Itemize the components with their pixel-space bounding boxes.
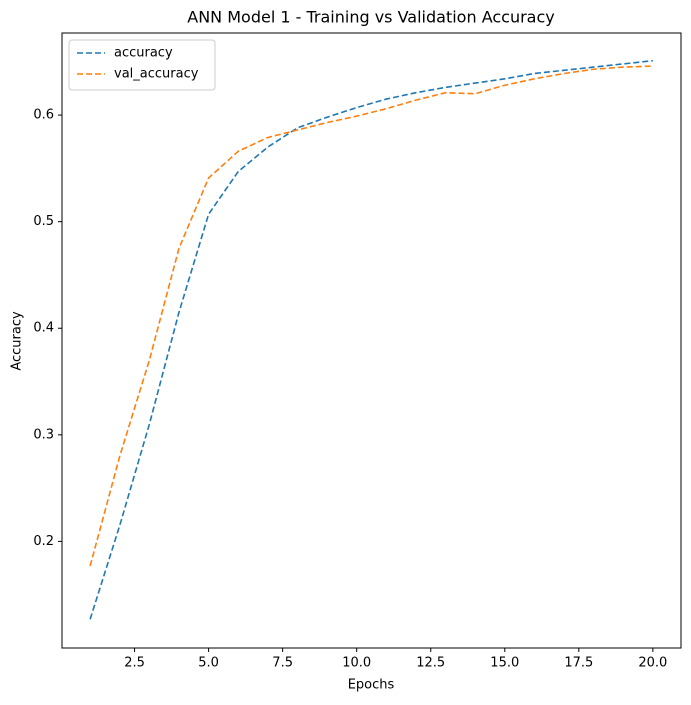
x-tick-label: 17.5 xyxy=(564,656,593,671)
y-tick-label: 0.2 xyxy=(33,534,54,549)
legend-label: accuracy xyxy=(114,46,173,61)
y-tick-label: 0.5 xyxy=(33,214,54,229)
x-tick-label: 7.5 xyxy=(272,656,293,671)
x-tick-label: 15.0 xyxy=(490,656,519,671)
y-axis-label: Accuracy xyxy=(10,311,25,371)
data-line xyxy=(89,65,653,567)
x-tick-label: 20.0 xyxy=(638,656,667,671)
legend-box xyxy=(68,39,216,91)
plot-frame xyxy=(61,32,682,649)
x-axis-label: Epochs xyxy=(348,678,395,693)
x-tick-label: 2.5 xyxy=(124,656,145,671)
legend-label: val_accuracy xyxy=(114,67,199,82)
y-tick-label: 0.6 xyxy=(33,108,54,123)
data-line xyxy=(89,59,653,620)
x-tick-label: 10.0 xyxy=(342,656,371,671)
y-tick-label: 0.4 xyxy=(33,321,54,336)
x-tick-label: 12.5 xyxy=(416,656,445,671)
y-tick-label: 0.3 xyxy=(33,427,54,442)
x-tick-label: 5.0 xyxy=(198,656,219,671)
chart-title: ANN Model 1 - Training vs Validation Acc… xyxy=(187,8,554,27)
